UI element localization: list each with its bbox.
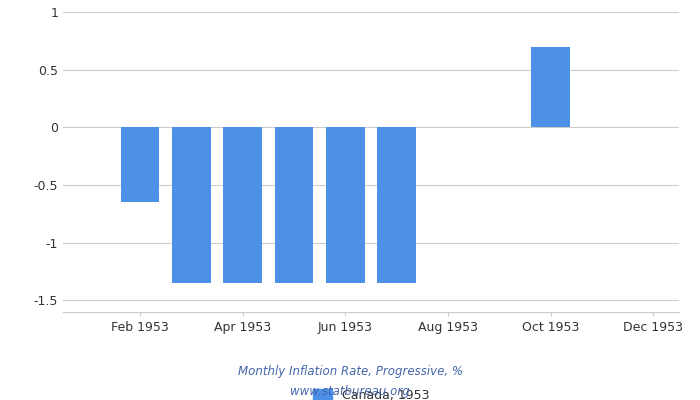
Bar <box>377 127 416 283</box>
Bar <box>531 47 570 127</box>
Legend: Canada, 1953: Canada, 1953 <box>308 384 434 400</box>
Text: Monthly Inflation Rate, Progressive, %: Monthly Inflation Rate, Progressive, % <box>237 366 463 378</box>
Text: www.statbureau.org: www.statbureau.org <box>290 386 410 398</box>
Bar <box>274 127 314 283</box>
Bar <box>120 127 160 202</box>
Bar <box>326 127 365 283</box>
Bar <box>223 127 262 283</box>
Bar <box>172 127 211 283</box>
